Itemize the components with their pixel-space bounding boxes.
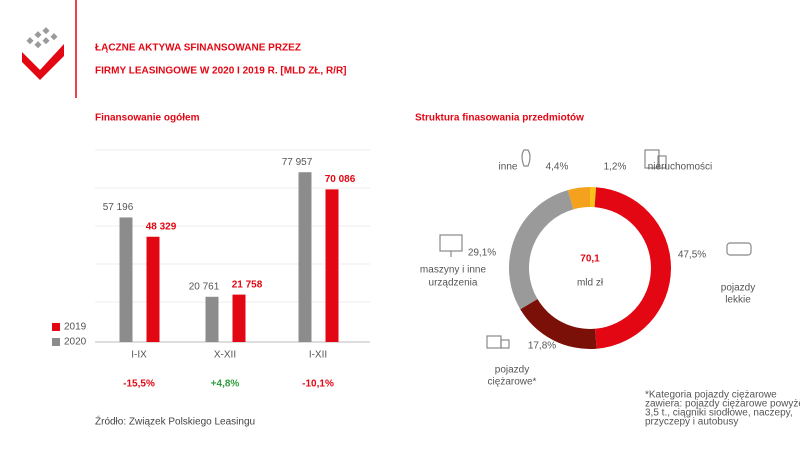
center-unit: mld zł — [577, 278, 604, 289]
category-label: ciężarowe* — [488, 377, 537, 388]
title: ŁĄCZNE AKTYWA SFINANSOWANE PRZEZ — [95, 43, 301, 54]
x-tick-label: I-IX — [131, 350, 147, 361]
icons — [439, 149, 752, 349]
donut-slice — [509, 190, 574, 310]
donut-slice — [567, 187, 590, 210]
value-label: 57 196 — [103, 202, 134, 213]
category-label: maszyny i inne — [420, 265, 487, 276]
category-label: nieruchomości — [648, 162, 712, 173]
footnote: 3,5 t., ciągniki siodłowe, naczepy, — [645, 408, 793, 419]
category-label: inne — [499, 162, 518, 173]
bar — [298, 172, 312, 342]
value-label: 1,2% — [604, 162, 627, 173]
bar — [232, 294, 246, 342]
category-label: pojazdy — [721, 283, 755, 294]
value-label: 4,4% — [546, 162, 569, 173]
change-label: +4,8% — [211, 379, 240, 390]
value-label: 17,8% — [528, 341, 556, 352]
value-label: 47,5% — [678, 250, 706, 261]
donut-slice — [594, 187, 671, 349]
legend-label: 2019 — [64, 322, 87, 333]
title: FIRMY LEASINGOWE W 2020 I 2019 R. [MLD Z… — [95, 66, 347, 77]
donut-slice — [590, 187, 597, 208]
bar — [119, 217, 133, 342]
value-label: 21 758 — [232, 279, 263, 290]
source: Źródło: Związek Polskiego Leasingu — [95, 415, 255, 428]
donut-slice — [520, 299, 597, 349]
value-label: 77 957 — [282, 157, 313, 168]
value-label: 48 329 — [146, 221, 177, 232]
value-label: 20 761 — [189, 281, 220, 292]
bar — [146, 236, 160, 342]
x-tick-label: X-XII — [214, 350, 236, 361]
legend-swatch — [52, 338, 60, 346]
legend-swatch — [52, 323, 60, 331]
category-label: urządzenia — [429, 278, 478, 289]
category-label: pojazdy — [495, 365, 529, 376]
bar — [205, 296, 219, 342]
section-title: Struktura finasowania przedmiotów — [415, 113, 584, 124]
value-label: 70 086 — [325, 174, 356, 185]
section-title: Finansowanie ogółem — [95, 113, 200, 124]
change-label: -10,1% — [302, 379, 334, 390]
footnote: *Kategoria pojazdy ciężarowe — [645, 390, 777, 401]
change-label: -15,5% — [123, 379, 155, 390]
value-label: 29,1% — [468, 248, 496, 259]
x-tick-label: I-XII — [309, 350, 327, 361]
category-label: lekkie — [725, 295, 751, 306]
bar — [325, 189, 339, 342]
center-value: 70,1 — [580, 254, 600, 265]
footnote: zawiera: pojazdy ciężarowe powyżej — [645, 399, 800, 410]
footnote: przyczepy i autobusy — [645, 417, 738, 428]
legend-label: 2020 — [64, 337, 87, 348]
